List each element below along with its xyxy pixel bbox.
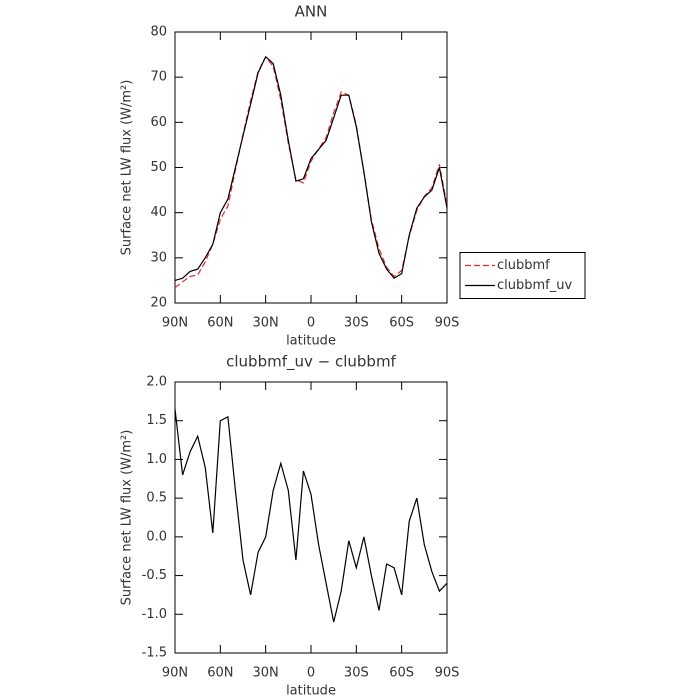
y-tick-label: 40 bbox=[150, 205, 167, 220]
y-tick-label: 50 bbox=[150, 160, 167, 175]
plot-frame bbox=[174, 31, 448, 304]
y-tick-label: -1.5 bbox=[142, 646, 167, 661]
y-tick-label: 1.5 bbox=[146, 413, 167, 428]
x-tick-label: 90S bbox=[435, 316, 460, 331]
y-tick-label: 1.0 bbox=[146, 452, 167, 467]
chart-title: clubbmf_uv − clubbmf bbox=[226, 353, 396, 372]
y-axis-label: Surface net LW flux (W/m²) bbox=[120, 80, 135, 256]
y-tick-label: 20 bbox=[150, 296, 167, 311]
x-tick-label: 30N bbox=[253, 666, 279, 681]
x-tick-label: 60N bbox=[207, 666, 233, 681]
y-tick-label: 80 bbox=[150, 25, 167, 40]
x-tick-label: 0 bbox=[307, 316, 315, 331]
y-tick-label: 60 bbox=[150, 115, 167, 130]
x-tick-label: 30S bbox=[344, 316, 369, 331]
x-tick-label: 0 bbox=[307, 666, 315, 681]
x-tick-label: 90N bbox=[162, 666, 188, 681]
data-line bbox=[174, 409, 448, 623]
legend-label: clubbmf_uv bbox=[497, 278, 572, 293]
x-tick-label: 60S bbox=[389, 666, 414, 681]
x-axis-label: latitude bbox=[286, 334, 336, 349]
legend-box bbox=[459, 252, 586, 299]
y-tick-label: -1.0 bbox=[142, 607, 167, 622]
x-tick-label: 90N bbox=[162, 316, 188, 331]
plot-frame bbox=[174, 381, 448, 654]
x-tick-label: 30S bbox=[344, 666, 369, 681]
x-tick-label: 60N bbox=[207, 316, 233, 331]
x-axis-label: latitude bbox=[286, 684, 336, 699]
y-axis-label: Surface net LW flux (W/m²) bbox=[120, 430, 135, 606]
y-tick-label: 0.5 bbox=[146, 491, 167, 506]
y-tick-label: -0.5 bbox=[142, 568, 167, 583]
legend-label: clubbmf bbox=[497, 258, 550, 273]
y-tick-label: 70 bbox=[150, 70, 167, 85]
y-tick-label: 30 bbox=[150, 250, 167, 265]
x-tick-label: 90S bbox=[435, 666, 460, 681]
y-tick-label: 0.0 bbox=[146, 529, 167, 544]
y-tick-label: 2.0 bbox=[146, 375, 167, 390]
chart-title: ANN bbox=[295, 3, 328, 21]
data-line bbox=[174, 55, 448, 281]
x-tick-label: 30N bbox=[253, 316, 279, 331]
x-tick-label: 60S bbox=[389, 316, 414, 331]
